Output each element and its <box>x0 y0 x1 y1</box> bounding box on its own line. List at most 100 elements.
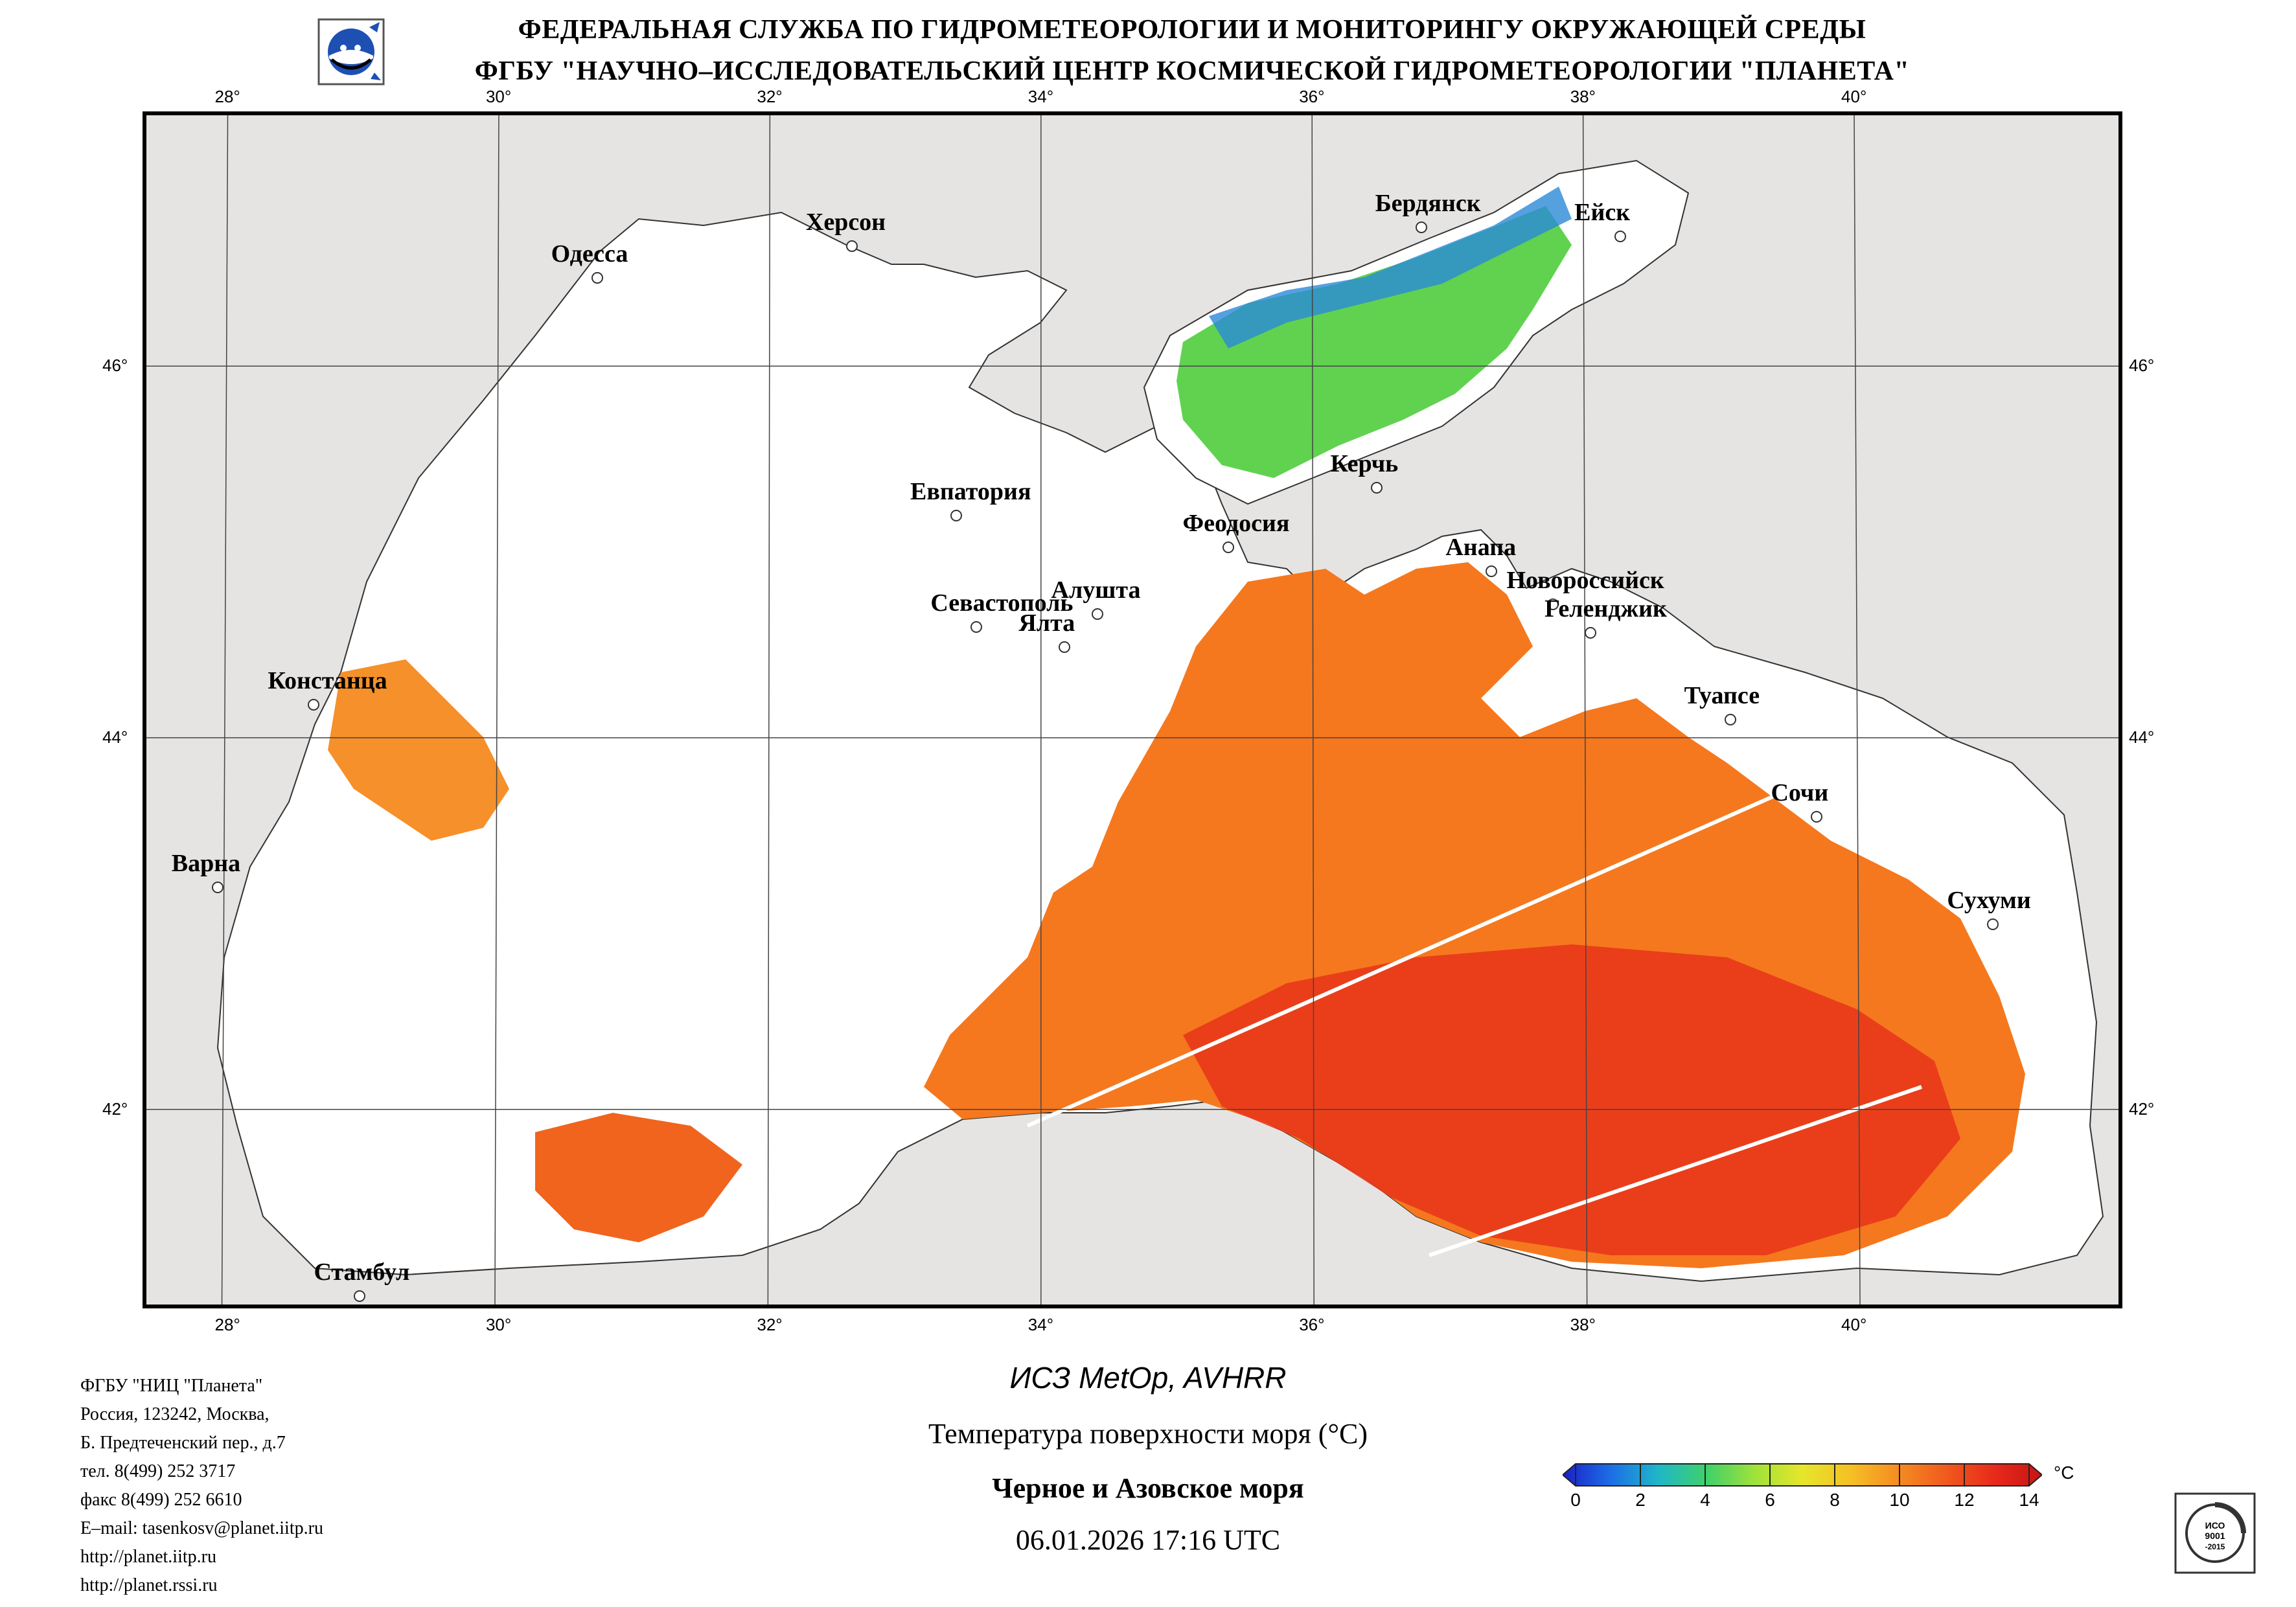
planeta-logo-icon <box>317 18 385 85</box>
city-marker <box>1223 541 1235 553</box>
longitude-tick-label: 34° <box>1027 1315 1054 1334</box>
longitude-tick-label: 36° <box>1299 87 1325 106</box>
svg-text:ИСО: ИСО <box>2205 1520 2225 1531</box>
swath-gap-line-2 <box>1429 1085 1922 1257</box>
colorbar-tick-label: 12 <box>1954 1490 1975 1510</box>
meridian-line <box>221 115 229 1305</box>
longitude-tick-label: 32° <box>757 87 783 106</box>
longitude-tick-label: 28° <box>214 1315 240 1334</box>
city-label: Ейск <box>1574 199 1631 227</box>
city-label: Керчь <box>1330 450 1399 477</box>
colorbar-tick-label: 6 <box>1765 1490 1775 1510</box>
black-sea-sst-hot-core <box>1183 944 1960 1255</box>
svg-text:-2015: -2015 <box>2205 1542 2225 1551</box>
org-line: ФГБУ "НИЦ "Планета" <box>80 1376 263 1396</box>
city-label: Одесса <box>551 240 628 268</box>
org-line: http://planet.rssi.ru <box>80 1575 218 1595</box>
city-label: Ялта <box>1018 610 1075 637</box>
city-label: Констанца <box>268 667 387 695</box>
observation-datetime: 06.01.2026 17:16 UTC <box>1015 1524 1281 1556</box>
meridian-line <box>767 115 771 1305</box>
meridian-line <box>1311 115 1314 1305</box>
map-canvas <box>146 115 2118 1305</box>
header-title-line1: ФЕДЕРАЛЬНАЯ СЛУЖБА ПО ГИДРОМЕТЕОРОЛОГИИ … <box>518 15 1866 45</box>
longitude-tick-label: 40° <box>1841 87 1867 106</box>
satellite-instrument: ИСЗ MetOp, AVHRR <box>1009 1361 1287 1395</box>
city-label: Сухуми <box>1947 886 2031 914</box>
longitude-tick-label: 40° <box>1841 1315 1867 1334</box>
city-label: Анапа <box>1445 533 1517 561</box>
city-marker <box>845 240 858 252</box>
colorbar-ticks <box>1575 1464 2030 1486</box>
meridian-line <box>1854 115 1861 1305</box>
meridian-line <box>1582 115 1588 1305</box>
colorbar-tick-label: 4 <box>1700 1490 1710 1510</box>
city-label: Сочи <box>1771 779 1829 806</box>
city-label: Геленджик <box>1544 595 1667 622</box>
colorbar-tick-label: 0 <box>1570 1490 1581 1510</box>
azov-cold-edge <box>1209 187 1572 348</box>
sea-surface-temperature-map <box>143 111 2122 1308</box>
latitude-tick-label: 42° <box>2129 1099 2155 1119</box>
colorbar-tick-label: 14 <box>2019 1490 2039 1510</box>
city-label: Херсон <box>805 208 886 236</box>
city-marker <box>1585 626 1597 639</box>
svg-text:9001: 9001 <box>2205 1531 2225 1541</box>
west-sst-patch <box>328 659 509 841</box>
longitude-tick-label: 36° <box>1299 1315 1325 1334</box>
city-marker <box>1614 231 1627 243</box>
city-label: Туапсе <box>1684 682 1760 710</box>
city-marker <box>1486 565 1498 577</box>
city-marker <box>1546 598 1559 611</box>
colorbar-body <box>1563 1463 2042 1487</box>
city-label: Стамбул <box>314 1258 410 1286</box>
region-title: Черное и Азовское моря <box>992 1472 1304 1504</box>
longitude-tick-label: 38° <box>1570 1315 1596 1334</box>
latitude-tick-label: 44° <box>2129 727 2155 747</box>
azov-sst-field <box>1177 206 1572 478</box>
longitude-tick-label: 30° <box>485 87 512 106</box>
city-marker <box>591 271 603 284</box>
city-label: Евпатория <box>910 477 1031 505</box>
swath-gap-line-1 <box>1026 781 1806 1128</box>
meridian-line <box>494 115 499 1305</box>
colorbar-tick-label: 10 <box>1889 1490 1910 1510</box>
longitude-tick-label: 34° <box>1027 87 1054 106</box>
city-label: Феодосия <box>1182 509 1290 537</box>
iso-badge-icon: ИСО 9001 -2015 <box>2174 1492 2256 1574</box>
city-marker <box>970 621 983 633</box>
product-title: Температура поверхности моря (°С) <box>928 1418 1368 1450</box>
org-line: http://planet.iitp.ru <box>80 1547 216 1567</box>
city-marker <box>1370 481 1383 494</box>
latitude-tick-label: 44° <box>102 727 128 747</box>
city-marker <box>354 1290 366 1302</box>
city-marker <box>211 881 224 893</box>
longitude-tick-label: 28° <box>214 87 240 106</box>
city-marker <box>1724 714 1736 726</box>
city-label: Новороссийск <box>1506 567 1664 595</box>
temperature-colorbar <box>1563 1463 2042 1487</box>
organization-contacts: ФГБУ "НИЦ "Планета" Россия, 123242, Моск… <box>80 1372 323 1600</box>
city-marker <box>1415 222 1427 234</box>
city-label: Варна <box>171 849 241 877</box>
org-line: тел. 8(499) 252 3717 <box>80 1461 236 1481</box>
org-line: факс 8(499) 252 6610 <box>80 1490 242 1510</box>
city-marker <box>1059 641 1071 654</box>
colorbar-tick-label: 8 <box>1830 1490 1840 1510</box>
longitude-tick-label: 38° <box>1570 87 1596 106</box>
org-line: Б. Предтеченский пер., д.7 <box>80 1433 286 1453</box>
city-label: Бердянск <box>1375 190 1481 218</box>
header-title-line2: ФГБУ "НАУЧНО–ИССЛЕДОВАТЕЛЬСКИЙ ЦЕНТР КОС… <box>474 56 1910 86</box>
colorbar-tick-label: 2 <box>1635 1490 1646 1510</box>
city-label: Алушта <box>1051 576 1141 604</box>
org-line: E–mail: tasenkosv@planet.iitp.ru <box>80 1518 323 1538</box>
city-marker <box>1987 918 1999 930</box>
longitude-tick-label: 30° <box>485 1315 512 1334</box>
latitude-tick-label: 46° <box>102 356 128 376</box>
southwest-sst-patch <box>535 1113 742 1242</box>
city-marker <box>308 699 320 711</box>
latitude-tick-label: 46° <box>2129 356 2155 376</box>
longitude-tick-label: 32° <box>757 1315 783 1334</box>
org-line: Россия, 123242, Москва, <box>80 1404 270 1424</box>
colorbar-unit: °C <box>2054 1463 2074 1483</box>
